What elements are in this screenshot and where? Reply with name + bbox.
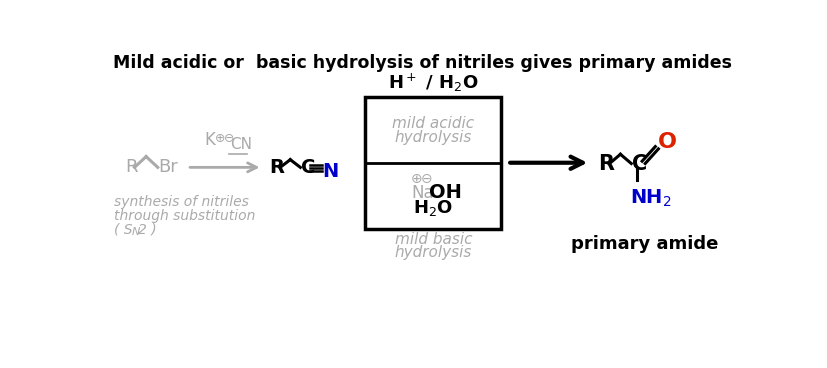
- Text: ⊕: ⊕: [410, 172, 422, 186]
- Text: ( S: ( S: [114, 223, 132, 237]
- Bar: [365, 96, 500, 229]
- Text: 2 ): 2 ): [138, 223, 157, 237]
- Text: H$^+$ / H$_2$O: H$^+$ / H$_2$O: [388, 71, 478, 94]
- Text: R: R: [125, 158, 137, 176]
- Text: C: C: [631, 153, 647, 173]
- Text: mild basic: mild basic: [394, 232, 471, 247]
- Text: ⊖: ⊖: [421, 172, 433, 186]
- Text: N: N: [322, 162, 338, 181]
- Text: O: O: [657, 132, 676, 152]
- Text: R: R: [269, 158, 284, 177]
- Text: R: R: [597, 153, 613, 173]
- Text: C: C: [301, 158, 315, 177]
- Text: synthesis of nitriles: synthesis of nitriles: [114, 195, 249, 209]
- Text: NH$_2$: NH$_2$: [629, 188, 672, 209]
- Text: ⊖: ⊖: [223, 132, 234, 145]
- Text: Br: Br: [158, 158, 178, 176]
- Text: OH: OH: [429, 183, 461, 202]
- Text: through substitution: through substitution: [114, 209, 256, 223]
- Text: mild acidic: mild acidic: [392, 116, 474, 131]
- Text: H$_2$O: H$_2$O: [413, 198, 452, 218]
- Text: CN: CN: [230, 137, 251, 152]
- Text: K: K: [204, 131, 215, 149]
- Text: ⊕: ⊕: [215, 132, 225, 145]
- Text: Na: Na: [411, 184, 433, 202]
- Text: N: N: [132, 227, 141, 237]
- Text: Mild acidic or  basic hydrolysis of nitriles gives primary amides: Mild acidic or basic hydrolysis of nitri…: [112, 54, 731, 72]
- Text: primary amide: primary amide: [570, 236, 717, 253]
- Text: hydrolysis: hydrolysis: [394, 130, 471, 145]
- Text: hydrolysis: hydrolysis: [394, 245, 471, 259]
